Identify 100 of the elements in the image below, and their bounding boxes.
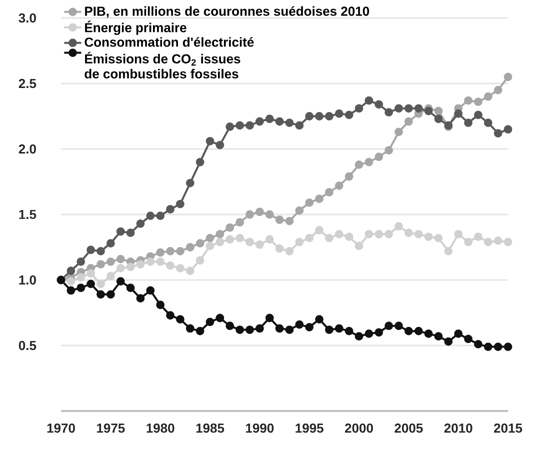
point <box>504 72 512 82</box>
point <box>275 324 284 333</box>
point <box>66 286 76 295</box>
y-tick-label: 2.0 <box>18 144 36 154</box>
point <box>255 324 264 333</box>
point <box>315 315 324 324</box>
point <box>285 246 294 256</box>
point <box>394 104 403 113</box>
point <box>374 100 384 109</box>
point <box>494 342 502 352</box>
point <box>384 322 394 330</box>
point <box>374 328 384 337</box>
point <box>464 334 472 344</box>
point <box>106 239 115 248</box>
point <box>334 230 344 238</box>
point <box>106 272 115 280</box>
point <box>504 125 512 134</box>
point <box>66 277 76 286</box>
point <box>156 248 165 257</box>
point <box>236 234 244 242</box>
point <box>285 326 294 334</box>
point <box>265 114 274 124</box>
point <box>305 112 314 120</box>
x-tick-label: 1980 <box>146 424 174 433</box>
point <box>494 236 502 245</box>
point <box>494 86 502 94</box>
x-tick-label: 2010 <box>444 424 472 433</box>
point <box>116 227 125 236</box>
point <box>434 106 443 116</box>
x-tick-label: 1990 <box>246 424 274 433</box>
point <box>166 311 174 320</box>
point <box>474 98 482 106</box>
point <box>226 122 234 131</box>
point <box>255 117 264 126</box>
point <box>404 228 413 238</box>
point <box>226 223 234 232</box>
point <box>344 232 354 241</box>
point <box>464 96 472 105</box>
point <box>484 118 492 127</box>
point <box>325 188 334 196</box>
point <box>216 314 224 322</box>
point <box>344 110 354 120</box>
point <box>424 106 433 116</box>
point <box>196 256 204 265</box>
point <box>236 121 244 130</box>
point <box>255 208 264 216</box>
point <box>384 230 394 238</box>
point <box>186 324 194 333</box>
point <box>444 246 453 256</box>
point <box>136 219 145 228</box>
point <box>325 326 334 334</box>
point <box>236 326 244 334</box>
point <box>96 290 105 299</box>
point <box>484 92 492 101</box>
legend-label: Consommation d'électricité <box>84 37 254 47</box>
point <box>315 226 324 234</box>
point <box>86 269 95 278</box>
point <box>414 230 423 238</box>
point <box>96 260 105 268</box>
point <box>206 318 214 326</box>
point <box>86 246 95 254</box>
point <box>76 284 86 292</box>
point <box>424 232 433 241</box>
point <box>86 280 95 288</box>
point <box>216 230 224 238</box>
point <box>106 257 115 266</box>
point <box>156 257 165 266</box>
point <box>126 284 135 292</box>
x-tick-label: 1985 <box>196 424 224 433</box>
point <box>464 118 472 127</box>
point <box>76 257 86 266</box>
point <box>246 238 254 246</box>
point <box>404 117 413 126</box>
point <box>136 294 145 303</box>
point <box>404 104 413 113</box>
point <box>76 273 86 282</box>
point <box>275 117 284 126</box>
point <box>275 216 284 224</box>
point <box>394 128 403 136</box>
point <box>484 342 492 352</box>
point <box>126 228 135 238</box>
point <box>354 104 364 113</box>
point <box>116 277 125 286</box>
point <box>424 330 433 338</box>
point <box>364 330 374 338</box>
point <box>315 112 324 120</box>
point <box>255 240 264 249</box>
x-tick-label: 2000 <box>344 424 373 433</box>
point <box>146 257 155 266</box>
point <box>504 342 512 352</box>
point <box>156 212 165 220</box>
point <box>464 238 472 246</box>
point <box>374 152 384 162</box>
point <box>186 178 194 188</box>
point <box>394 222 403 230</box>
point <box>364 96 374 105</box>
point <box>116 264 125 272</box>
point <box>334 324 344 333</box>
point <box>315 194 324 203</box>
x-tick-label: 1995 <box>296 424 324 433</box>
